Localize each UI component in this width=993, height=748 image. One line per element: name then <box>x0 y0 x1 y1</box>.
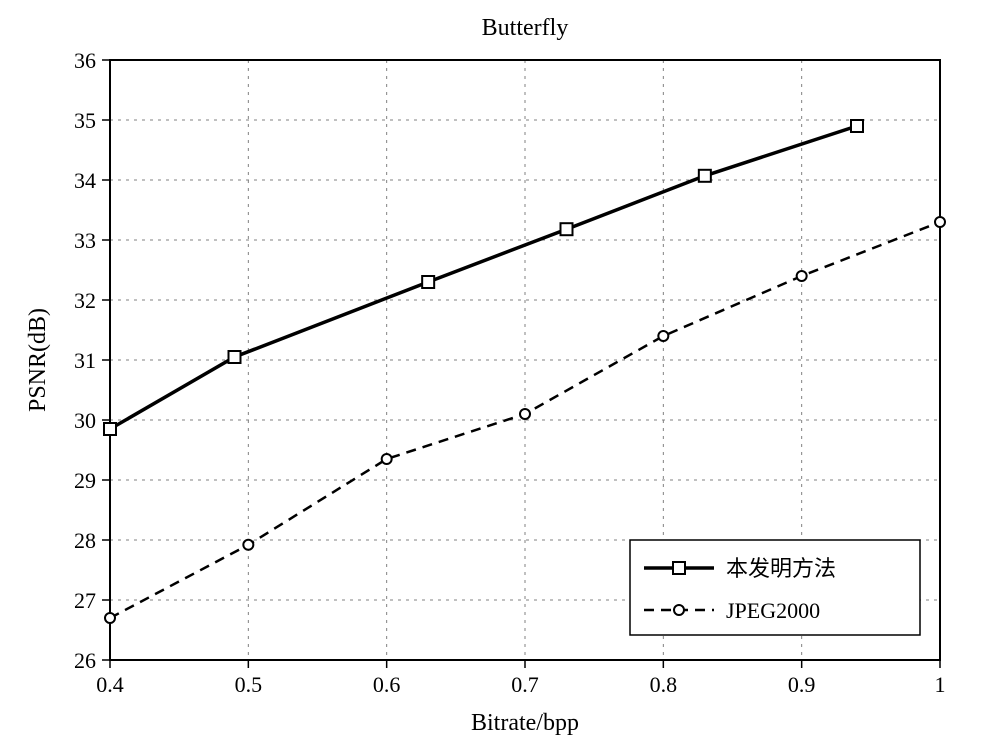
y-tick-label: 30 <box>74 408 96 433</box>
y-axis-label: PSNR(dB) <box>25 308 51 412</box>
chart-svg: 0.4 0.5 0.6 0.7 0.8 0.9 1 26 27 28 29 30 31 32 33 34 35 3… <box>0 0 993 748</box>
circle-marker-icon <box>243 540 253 550</box>
y-tick-label: 34 <box>74 168 96 193</box>
square-marker-icon <box>229 351 241 363</box>
circle-marker-icon <box>382 454 392 464</box>
circle-marker-icon <box>935 217 945 227</box>
square-marker-icon <box>699 170 711 182</box>
y-tick-label: 35 <box>74 108 96 133</box>
legend-square-marker-icon <box>673 562 685 574</box>
x-tick-label: 0.7 <box>511 672 539 697</box>
y-tick-label: 31 <box>74 348 96 373</box>
y-tick-label: 26 <box>74 648 96 673</box>
y-tick-label: 32 <box>74 288 96 313</box>
y-tick-label: 28 <box>74 528 96 553</box>
x-tick-label: 0.9 <box>788 672 816 697</box>
circle-marker-icon <box>105 613 115 623</box>
legend-label-1: JPEG2000 <box>726 598 820 623</box>
x-tick-label: 0.4 <box>96 672 124 697</box>
legend-label-0: 本发明方法 <box>726 556 836 581</box>
x-tick-label: 0.5 <box>235 672 263 697</box>
circle-marker-icon <box>658 331 668 341</box>
x-axis-label: Bitrate/bpp <box>471 710 579 736</box>
y-tick-label: 36 <box>74 48 96 73</box>
x-tick-label: 1 <box>935 672 946 697</box>
y-tick-label: 27 <box>74 588 96 613</box>
y-tick-label: 29 <box>74 468 96 493</box>
chart-title: Butterfly <box>482 15 569 41</box>
x-tick-label: 0.8 <box>650 672 678 697</box>
square-marker-icon <box>422 276 434 288</box>
square-marker-icon <box>561 223 573 235</box>
circle-marker-icon <box>797 271 807 281</box>
circle-marker-icon <box>520 409 530 419</box>
legend-circle-marker-icon <box>674 605 684 615</box>
chart-container: 0.4 0.5 0.6 0.7 0.8 0.9 1 26 27 28 29 30 31 32 33 34 35 3… <box>0 0 993 748</box>
square-marker-icon <box>104 423 116 435</box>
square-marker-icon <box>851 120 863 132</box>
x-tick-label: 0.6 <box>373 672 401 697</box>
y-tick-label: 33 <box>74 228 96 253</box>
